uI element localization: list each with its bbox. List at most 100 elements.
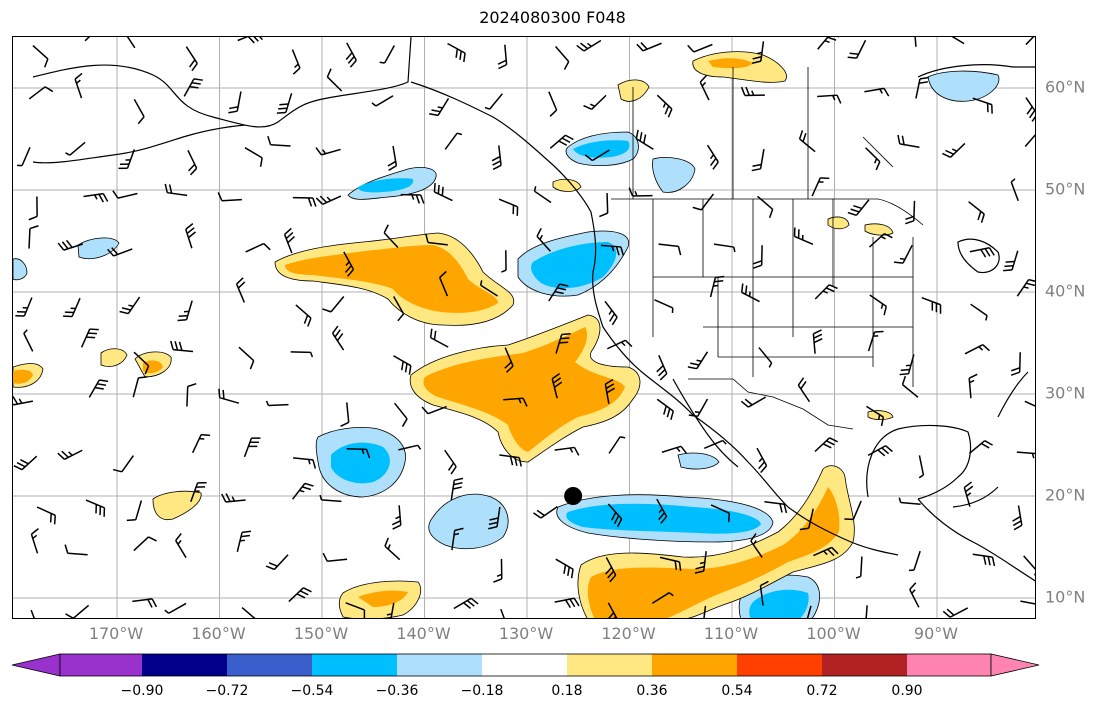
wind-barb-flag (249, 360, 255, 370)
wind-barb (88, 379, 109, 398)
wind-barb-flag (740, 400, 749, 408)
wind-barb (112, 455, 135, 473)
wind-barb-shaft (132, 377, 140, 398)
wind-barb-flag (557, 287, 567, 291)
wind-barb-shaft (607, 503, 623, 520)
wind-barb-flag (877, 414, 881, 420)
wind-barb (533, 186, 552, 204)
wind-barb-flag (391, 520, 401, 526)
wind-barb-flag (901, 135, 905, 145)
wind-barb-flag (741, 283, 744, 293)
wind-barb (30, 528, 39, 554)
wind-barb-flag (567, 566, 570, 577)
wind-barb-flag (331, 325, 339, 334)
wind-barb-flag (966, 492, 972, 497)
wind-barb-shaft (499, 454, 520, 459)
colorbar-segment (60, 654, 142, 676)
wind-barb-flag (301, 486, 312, 491)
wind-barb-shaft (238, 346, 255, 362)
wind-barb-shaft (21, 146, 31, 166)
wind-barb-shaft (187, 149, 198, 169)
wind-barb (533, 506, 558, 519)
wind-barb (236, 530, 252, 552)
wind-barb (867, 330, 884, 352)
wind-barb-flag (188, 163, 196, 172)
wind-barb (914, 37, 917, 47)
wind-barb (36, 506, 56, 525)
wind-barb-flag (268, 562, 278, 567)
wind-barb-shaft (548, 91, 558, 111)
alaska-coast (32, 37, 412, 128)
wind-barb (28, 225, 39, 249)
wind-barb-shaft (969, 246, 990, 253)
wind-barb-flag (909, 582, 917, 590)
wind-barb-flag (322, 149, 327, 155)
wind-barb (536, 227, 551, 252)
wind-barb-shaft (480, 284, 499, 297)
wind-barb-flag (259, 157, 263, 167)
wind-barb (218, 388, 240, 404)
wind-barb-shaft (1010, 181, 1019, 202)
wind-barb-flag (193, 78, 203, 81)
wind-barb-flag (292, 67, 301, 75)
wind-barb-flag (980, 442, 990, 449)
wind-barb-flag (692, 206, 702, 211)
wind-barb-flag (752, 540, 757, 546)
wind-barb-shaft (972, 97, 993, 106)
wind-barb-flag (279, 103, 289, 106)
wind-barb-flag (606, 387, 616, 394)
wind-barb-flag (439, 270, 447, 279)
wind-barb (555, 333, 571, 354)
wind-barb-flag (459, 50, 462, 61)
wind-barb (331, 325, 345, 351)
wind-barb-flag (748, 291, 751, 297)
wind-barb-flag (420, 194, 425, 204)
wind-barb-flag (345, 52, 353, 60)
wind-barb (970, 303, 988, 321)
wind-barb (710, 504, 731, 523)
wind-barb (238, 346, 255, 370)
wind-barb-shaft (245, 242, 265, 253)
wind-barb-flag (312, 459, 317, 469)
wind-barb (433, 182, 453, 202)
wind-barb-shaft (32, 45, 49, 60)
wind-barb-flag (713, 284, 719, 287)
wind-barb (813, 546, 839, 557)
wind-barb-flag (107, 248, 115, 257)
wind-barb-flag (802, 132, 807, 142)
wind-barb (969, 246, 995, 258)
wind-barb-flag (397, 313, 405, 322)
colorbar-tick-label: 0.72 (806, 683, 838, 699)
wind-barb (80, 328, 99, 348)
wind-barb-flag (304, 482, 314, 487)
wind-barb-flag (349, 59, 357, 68)
wind-barb-shaft (283, 234, 293, 254)
colorbar-segment (822, 654, 907, 676)
wind-barb-shaft (1011, 250, 1019, 271)
wind-barb (651, 592, 674, 604)
wind-barb-flag (853, 204, 863, 210)
wind-barb-flag (690, 362, 700, 366)
wind-barb-flag (13, 464, 23, 471)
wind-barb (844, 500, 862, 521)
graticule (13, 37, 1035, 618)
wind-barb-flag (415, 194, 421, 204)
wind-barb-shaft (430, 336, 449, 348)
wind-barb-flag (881, 447, 890, 455)
us-canada-border (611, 198, 924, 226)
wind-barb-flag (225, 493, 231, 502)
wind-barb-flag (827, 37, 837, 41)
latitude-label: 50°N (1045, 179, 1086, 199)
wind-barb (865, 147, 881, 171)
wind-barb-shaft (36, 506, 56, 517)
wind-barb-flag (733, 246, 736, 253)
wind-barb-shaft (909, 589, 920, 608)
wind-barb-flag (768, 209, 774, 219)
wind-barb-shaft (69, 141, 86, 156)
longitude-label: 170°W (88, 624, 144, 643)
cool-region-hawaii-south (428, 493, 509, 550)
wind-barb-shaft (190, 482, 199, 502)
wind-barb-flag (433, 182, 436, 193)
wind-barb-flag (170, 340, 174, 350)
wind-barb-shaft (756, 195, 774, 210)
